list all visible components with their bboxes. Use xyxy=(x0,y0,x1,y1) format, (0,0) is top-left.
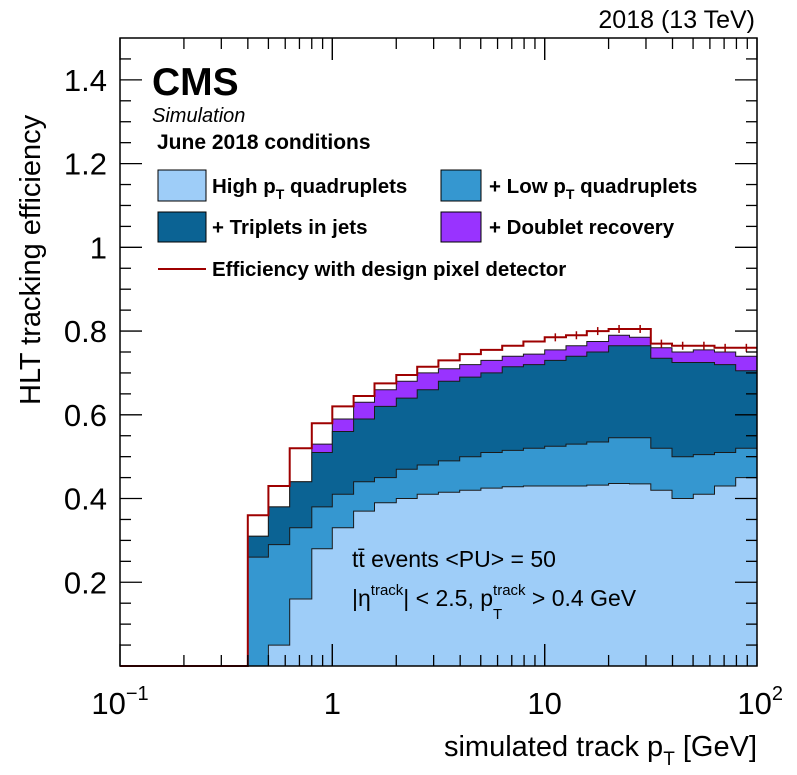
area-high-p-t-quadruplets xyxy=(120,477,757,666)
design-line-path xyxy=(120,328,757,667)
legend-swatch-triplets-in-jets xyxy=(157,211,207,243)
annotation-mid: | < 2.5, p xyxy=(403,585,493,611)
energy-label: 2018 (13 TeV) xyxy=(598,6,755,34)
x-tick-label: 1 xyxy=(324,686,341,721)
y-tick-label: 0.6 xyxy=(64,398,107,433)
y-axis-label: HLT tracking efficiency xyxy=(15,114,47,405)
legend-swatch-doublet-recovery xyxy=(440,211,482,243)
annotation-cuts: |ηtrack| < 2.5, ptrack T > 0.4 GeV xyxy=(352,582,637,623)
annotation-events: tt̄ events <PU> = 50 xyxy=(352,546,556,572)
annotation-pt-sub: T xyxy=(493,606,502,623)
x-tick-label: 10−1 xyxy=(91,683,148,721)
outline-high-p-t-quadruplets xyxy=(120,477,757,667)
cms-logo-text: CMS xyxy=(152,61,239,104)
x-axis-label-unit: [GeV] xyxy=(675,731,757,763)
y-tick-label: 0.2 xyxy=(64,565,107,600)
x-tick-exponent: −1 xyxy=(126,683,149,705)
legend: High pT quadruplets + Low pT quadruplets… xyxy=(157,169,697,281)
annotation-eta: |η xyxy=(352,585,371,611)
x-tick-label: 10 xyxy=(527,686,561,721)
y-tick-label: 0.8 xyxy=(64,314,107,349)
legend-label-low-pt-quadruplets: + Low pT quadruplets xyxy=(489,175,697,202)
legend-swatch-high-pt-quadruplets xyxy=(157,169,207,202)
outline-triplets-in-jets xyxy=(120,345,757,667)
outline-low-p-t-quadruplets xyxy=(120,437,757,667)
legend-label-design-detector: Efficiency with design pixel detector xyxy=(212,258,566,281)
y-tick-label: 1 xyxy=(90,230,107,265)
x-tick-labels: 10−1 1 10 102 xyxy=(91,683,783,721)
x-tick-label: 102 xyxy=(737,683,783,721)
stacked-areas xyxy=(120,334,757,667)
legend-label-post: quadruplets xyxy=(574,175,697,198)
x-tick-exponent: 2 xyxy=(772,683,783,705)
legend-label-doublet-recovery: + Doublet recovery xyxy=(489,216,675,239)
annotation-pt-post: > 0.4 GeV xyxy=(526,585,637,611)
outline-doublet-recovery xyxy=(120,334,757,667)
conditions-label: June 2018 conditions xyxy=(157,131,371,154)
design-efficiency-line xyxy=(120,324,757,667)
x-tick-base: 10 xyxy=(737,686,771,721)
x-tick-base: 10 xyxy=(91,686,125,721)
legend-swatch-low-pt-quadruplets xyxy=(440,169,482,202)
legend-label-triplets-in-jets: + Triplets in jets xyxy=(212,216,368,239)
legend-label-post: quadruplets xyxy=(284,175,407,198)
y-tick-label: 0.4 xyxy=(64,482,107,517)
y-tick-labels: 0.2 0.4 0.6 0.8 1 1.2 1.4 xyxy=(64,63,107,600)
legend-label-sub: T xyxy=(566,186,575,202)
x-axis-label: simulated track pT [GeV] xyxy=(444,731,757,770)
x-axis-label-main: simulated track p xyxy=(444,731,663,763)
x-tick-base: 1 xyxy=(324,686,341,721)
legend-label-pre: High p xyxy=(212,175,276,198)
annotation-pt-sup: track xyxy=(493,582,526,599)
legend-label-high-pt-quadruplets: High pT quadruplets xyxy=(212,175,407,202)
x-axis-label-sub: T xyxy=(663,749,675,770)
annotation-eta-sup: track xyxy=(371,582,404,599)
simulation-label: Simulation xyxy=(152,105,245,127)
axis-ticks xyxy=(119,38,758,666)
legend-label-sub: T xyxy=(276,186,285,202)
x-tick-base: 10 xyxy=(527,686,561,721)
y-tick-label: 1.4 xyxy=(64,63,107,98)
y-tick-label: 1.2 xyxy=(64,147,107,182)
legend-label-pre: + Low p xyxy=(489,175,566,198)
